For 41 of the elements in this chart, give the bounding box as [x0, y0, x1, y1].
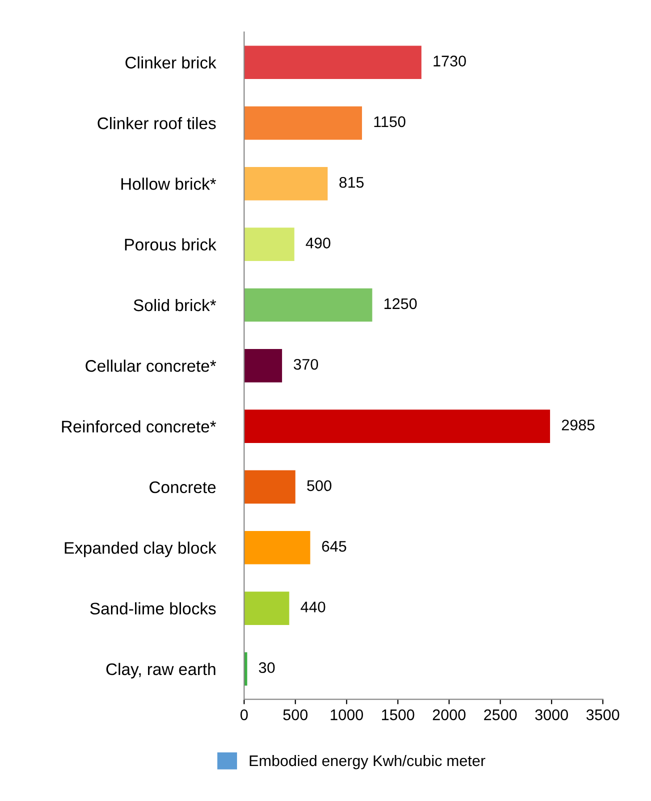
bar: [244, 288, 372, 322]
data-label: 645: [322, 540, 346, 552]
bar: [244, 530, 310, 564]
data-label: 500: [307, 480, 332, 492]
y-tick-label: Clinker brick: [126, 56, 216, 69]
y-tick-label: Porous brick: [125, 238, 216, 251]
bar: [244, 106, 362, 140]
y-tick-label: Clay, raw earth: [106, 662, 216, 678]
data-label: 440: [300, 602, 326, 612]
bar: [244, 470, 296, 504]
data-label: 1730: [434, 56, 466, 66]
y-tick-label: Sand-lime blocks: [90, 602, 216, 614]
bar: [244, 228, 294, 262]
y-tick-label: Hollow brick*: [121, 178, 216, 190]
bar: [244, 46, 422, 80]
x-tick-label: 1000: [330, 709, 364, 720]
bar: [244, 348, 282, 382]
x-tick-label: 2500: [484, 709, 517, 720]
x-tick-label: 0: [240, 709, 248, 720]
y-tick-label: Concrete: [150, 481, 216, 494]
x-tick-label: 3000: [535, 709, 568, 720]
y-tick-label: Reinforced concrete*: [62, 420, 216, 433]
data-label: 370: [294, 358, 318, 370]
data-label: 1150: [374, 116, 406, 128]
x-tick-label: 500: [283, 709, 308, 720]
y-tick-label: Solid brick*: [134, 298, 216, 312]
data-label: 815: [339, 176, 364, 188]
data-label: 1250: [384, 298, 417, 310]
data-label: 2985: [562, 420, 595, 430]
x-tick-label: 3500: [586, 709, 620, 720]
bar: [244, 410, 550, 443]
y-tick-label: Cellular concrete*: [86, 360, 216, 372]
x-tick-label: 1500: [382, 709, 414, 720]
data-label: 490: [306, 238, 330, 248]
bar: [244, 592, 290, 625]
data-label: 30: [258, 662, 275, 674]
bar: [244, 167, 328, 200]
x-tick-label: 2000: [432, 709, 466, 720]
y-tick-label: Clinker roof tiles: [98, 116, 216, 130]
y-tick-label: Expanded clay block: [64, 542, 216, 558]
text: Embodied energy Kwh/cubic meter: [250, 754, 486, 770]
